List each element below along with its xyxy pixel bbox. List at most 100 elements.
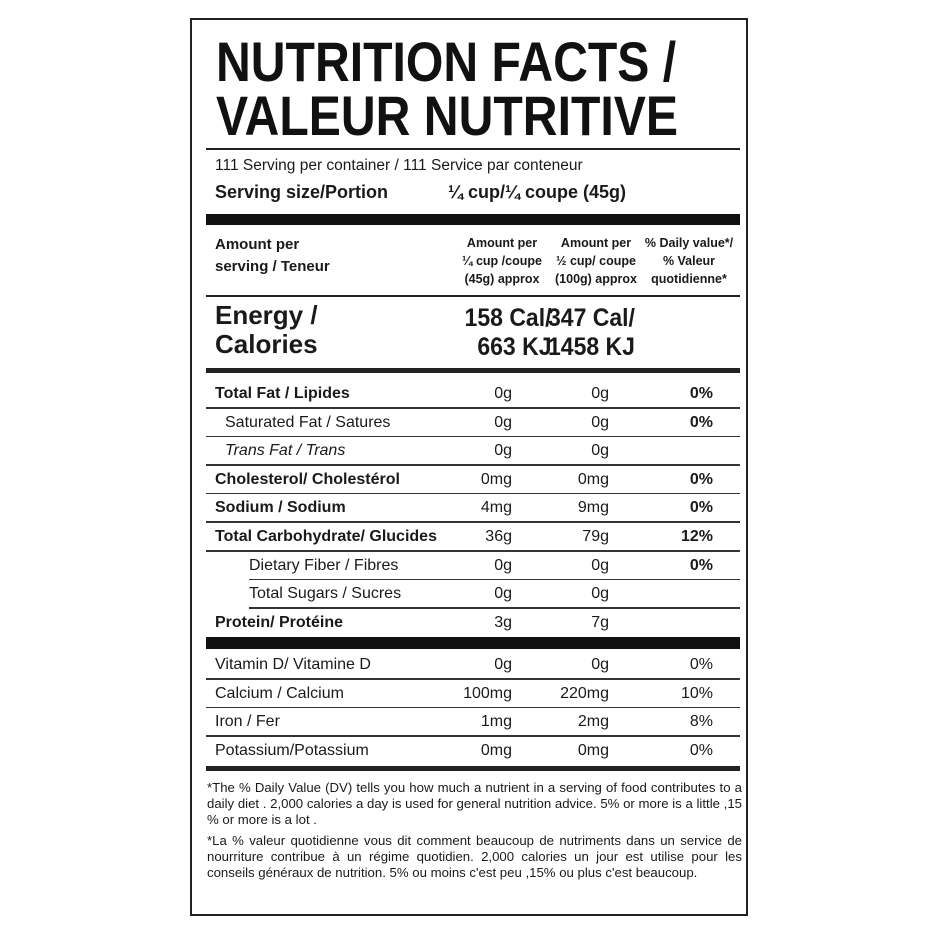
nutrient-row: Vitamin D/ Vitamine D 0g 0g 0% <box>206 651 740 680</box>
thick-divider <box>206 637 740 649</box>
header-line: (45g) approx <box>464 272 540 286</box>
row-divider <box>206 492 740 495</box>
footnote-en: *The % Daily Value (DV) tells you how mu… <box>207 780 742 827</box>
daily-value: 12% <box>680 528 713 545</box>
col2-header: Amount per ½ cup/ coupe (100g) approx <box>536 234 656 288</box>
amount-half-cup: 7g <box>591 613 609 631</box>
nutrient-label: Trans Fat / Trans <box>225 442 346 460</box>
nutrient-label: Total Sugars / Sucres <box>249 585 402 603</box>
row-divider <box>206 521 740 523</box>
nutrient-row: Total Sugars / Sucres 0g 0g <box>206 580 740 609</box>
daily-value: 8% <box>689 713 713 731</box>
row-divider <box>206 735 740 737</box>
amount-quarter-cup: 0mg <box>480 741 512 759</box>
nutrient-row: Sodium / Sodium 4mg 9mg 0% <box>206 494 740 523</box>
nutrient-row: Dietary Fiber / Fibres 0g 0g 0% <box>206 552 740 581</box>
daily-value: 0% <box>689 556 713 574</box>
divider <box>206 148 740 150</box>
daily-value: 0% <box>689 413 713 431</box>
energy-col1: 158 Cal/ 663 KJ <box>465 304 552 362</box>
amount-quarter-cup: 0g <box>494 585 512 603</box>
serving-size-value: ¼ cup/¼ coupe (45g) <box>448 182 627 202</box>
amount-quarter-cup: 0g <box>494 385 512 402</box>
amount-half-cup: 0g <box>591 385 609 402</box>
nutrient-label: Sodium / Sodium <box>215 499 346 517</box>
header-line: serving / Teneur <box>215 258 330 275</box>
amount-per-serving-header: Amount per serving / Teneur <box>215 234 330 278</box>
header-line: ½ cup/ coupe <box>556 254 636 268</box>
nutrient-label: Total Fat / Lipides <box>215 385 350 402</box>
title-en: NUTRITION FACTS / <box>216 30 677 93</box>
thick-divider <box>206 766 740 771</box>
amount-half-cup: 2mg <box>577 713 609 731</box>
nutrient-label: Protein/ Protéine <box>215 613 344 631</box>
nutrient-label: Saturated Fat / Satures <box>225 413 391 431</box>
divider <box>206 295 740 297</box>
energy-value: 158 Cal/ <box>465 304 552 332</box>
amount-quarter-cup: 4mg <box>480 499 512 517</box>
thick-divider <box>206 214 740 225</box>
header-line: Amount per <box>215 236 300 253</box>
nutrient-row: Potassium/Potassium 0mg 0mg 0% <box>206 737 740 766</box>
energy-value: 347 Cal/ <box>548 304 635 332</box>
amount-half-cup: 0mg <box>577 741 609 759</box>
amount-quarter-cup: 0g <box>494 442 512 460</box>
amount-half-cup: 0g <box>591 556 609 574</box>
nutrient-row: Protein/ Protéine 3g 7g <box>206 609 740 638</box>
nutrient-label: Vitamin D/ Vitamine D <box>215 656 371 673</box>
amount-half-cup: 0g <box>591 413 609 431</box>
daily-value: 0% <box>689 741 713 759</box>
nutrient-row: Total Carbohydrate/ Glucides 36g 79g 12% <box>206 523 740 552</box>
amount-half-cup: 0g <box>591 442 609 460</box>
row-divider <box>206 678 740 680</box>
row-divider <box>249 607 740 609</box>
daily-value: 0% <box>689 385 713 402</box>
amount-half-cup: 79g <box>582 528 609 545</box>
energy-label: Energy / Calories <box>215 301 318 359</box>
daily-value: 10% <box>680 684 713 702</box>
col1-header: Amount per ¼ cup /coupe (45g) approx <box>442 234 562 288</box>
amount-half-cup: 9mg <box>577 499 609 517</box>
amount-quarter-cup: 1mg <box>480 713 512 731</box>
nutrient-label: Total Carbohydrate/ Glucides <box>215 528 437 545</box>
header-line: Amount per <box>466 236 538 250</box>
nutrient-row: Cholesterol/ Cholestérol 0mg 0mg 0% <box>206 466 740 495</box>
header-line: quotidienne* <box>651 272 727 286</box>
amount-quarter-cup: 0mg <box>480 470 512 488</box>
nutrient-row: Calcium / Calcium 100mg 220mg 10% <box>206 680 740 709</box>
daily-value: 0% <box>689 470 713 488</box>
amount-quarter-cup: 36g <box>485 528 512 545</box>
header-line: ¼ cup /coupe <box>462 254 542 268</box>
daily-value: 0% <box>689 656 713 673</box>
amount-quarter-cup: 0g <box>494 413 512 431</box>
row-divider <box>206 464 740 466</box>
daily-value: 0% <box>689 499 713 517</box>
energy-label-line: Calories <box>215 329 318 359</box>
row-divider <box>249 578 740 581</box>
nutrient-row: Trans Fat / Trans 0g 0g <box>206 437 740 466</box>
col3-header: % Daily value*/ % Valeur quotidienne* <box>634 234 744 288</box>
amount-quarter-cup: 100mg <box>463 684 512 702</box>
energy-label-line: Energy / <box>215 300 318 330</box>
nutrient-row: Total Fat / Lipides 0g 0g 0% <box>206 380 740 409</box>
energy-value: 663 KJ <box>477 333 552 361</box>
energy-value: 1458 KJ <box>548 333 635 361</box>
header-line: Amount per <box>560 236 632 250</box>
header-line: (100g) approx <box>555 272 637 286</box>
amount-quarter-cup: 0g <box>494 556 512 574</box>
nutrition-label: NUTRITION FACTS / VALEUR NUTRITIVE 111 S… <box>190 18 748 916</box>
amount-half-cup: 220mg <box>560 684 609 702</box>
nutrient-label: Iron / Fer <box>215 713 280 731</box>
row-divider <box>206 435 740 438</box>
amount-half-cup: 0mg <box>577 470 609 488</box>
thick-divider <box>206 368 740 373</box>
header-line: % Daily value*/ <box>644 236 734 250</box>
amount-quarter-cup: 3g <box>494 613 512 631</box>
nutrient-label: Dietary Fiber / Fibres <box>249 556 399 574</box>
row-divider <box>206 550 740 552</box>
nutrient-label: Cholesterol/ Cholestérol <box>215 470 400 488</box>
nutrient-row: Saturated Fat / Satures 0g 0g 0% <box>206 409 740 438</box>
row-divider <box>206 706 740 709</box>
footnote-fr: *La % valeur quotidienne vous dit commen… <box>207 833 742 880</box>
servings-per-container: 111 Serving per container / 111 Service … <box>215 157 583 174</box>
